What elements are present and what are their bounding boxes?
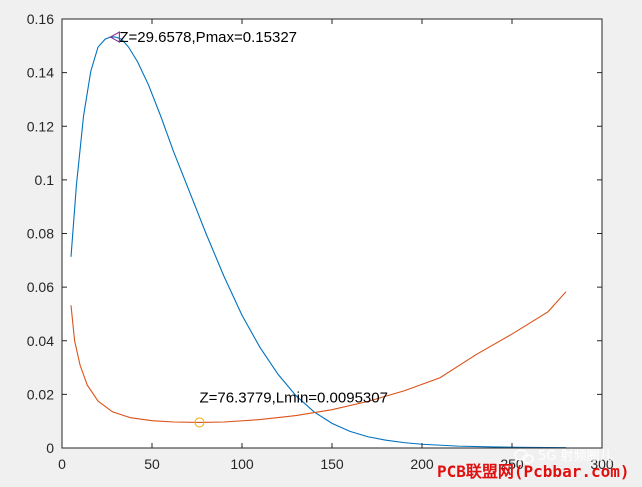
curves-layer bbox=[70, 36, 567, 449]
x-tick-label: 150 bbox=[320, 456, 344, 472]
x-tick-label: 0 bbox=[58, 456, 66, 472]
watermark-site-text: PCB联盟网(Pcbbar.com) bbox=[437, 462, 630, 481]
annotations-layer: Z=29.6578,Pmax=0.15327 Z=76.3779,Lmin=0.0… bbox=[119, 29, 388, 406]
annotation-pmax: Z=29.6578,Pmax=0.15327 bbox=[119, 29, 297, 46]
y-tick-label: 0.16 bbox=[27, 11, 54, 27]
y-axis-ticks: 0 0.02 0.04 0.06 0.08 0.1 0.12 0.14 0.16 bbox=[27, 11, 602, 456]
wechat-icon bbox=[514, 449, 534, 464]
markers-layer bbox=[109, 31, 205, 428]
series-line-1 bbox=[70, 36, 567, 449]
y-tick-label: 0.08 bbox=[27, 226, 54, 242]
y-tick-label: 0.04 bbox=[27, 333, 54, 349]
annotation-lmin: Z=76.3779,Lmin=0.0095307 bbox=[199, 389, 388, 406]
y-tick-label: 0.12 bbox=[27, 118, 54, 134]
y-tick-label: 0.14 bbox=[27, 65, 54, 81]
x-tick-label: 200 bbox=[410, 456, 434, 472]
x-tick-label: 100 bbox=[230, 456, 254, 472]
y-tick-label: 0.1 bbox=[35, 172, 55, 188]
min-marker bbox=[194, 417, 205, 428]
watermark: 5G 射频圈儿 PCB联盟网(Pcbbar.com) bbox=[437, 448, 630, 481]
plot-area bbox=[62, 19, 602, 448]
x-tick-label: 50 bbox=[144, 456, 160, 472]
y-tick-label: 0 bbox=[46, 440, 54, 456]
watermark-wechat-text: 5G 射频圈儿 bbox=[538, 448, 612, 464]
max-marker bbox=[109, 31, 120, 43]
y-tick-label: 0.06 bbox=[27, 279, 54, 295]
series-line-2 bbox=[70, 291, 567, 424]
x-tick-label: 300 bbox=[590, 456, 614, 472]
y-tick-label: 0.02 bbox=[27, 386, 54, 402]
x-axis-ticks: 0 50 100 150 200 250 300 bbox=[58, 19, 614, 472]
